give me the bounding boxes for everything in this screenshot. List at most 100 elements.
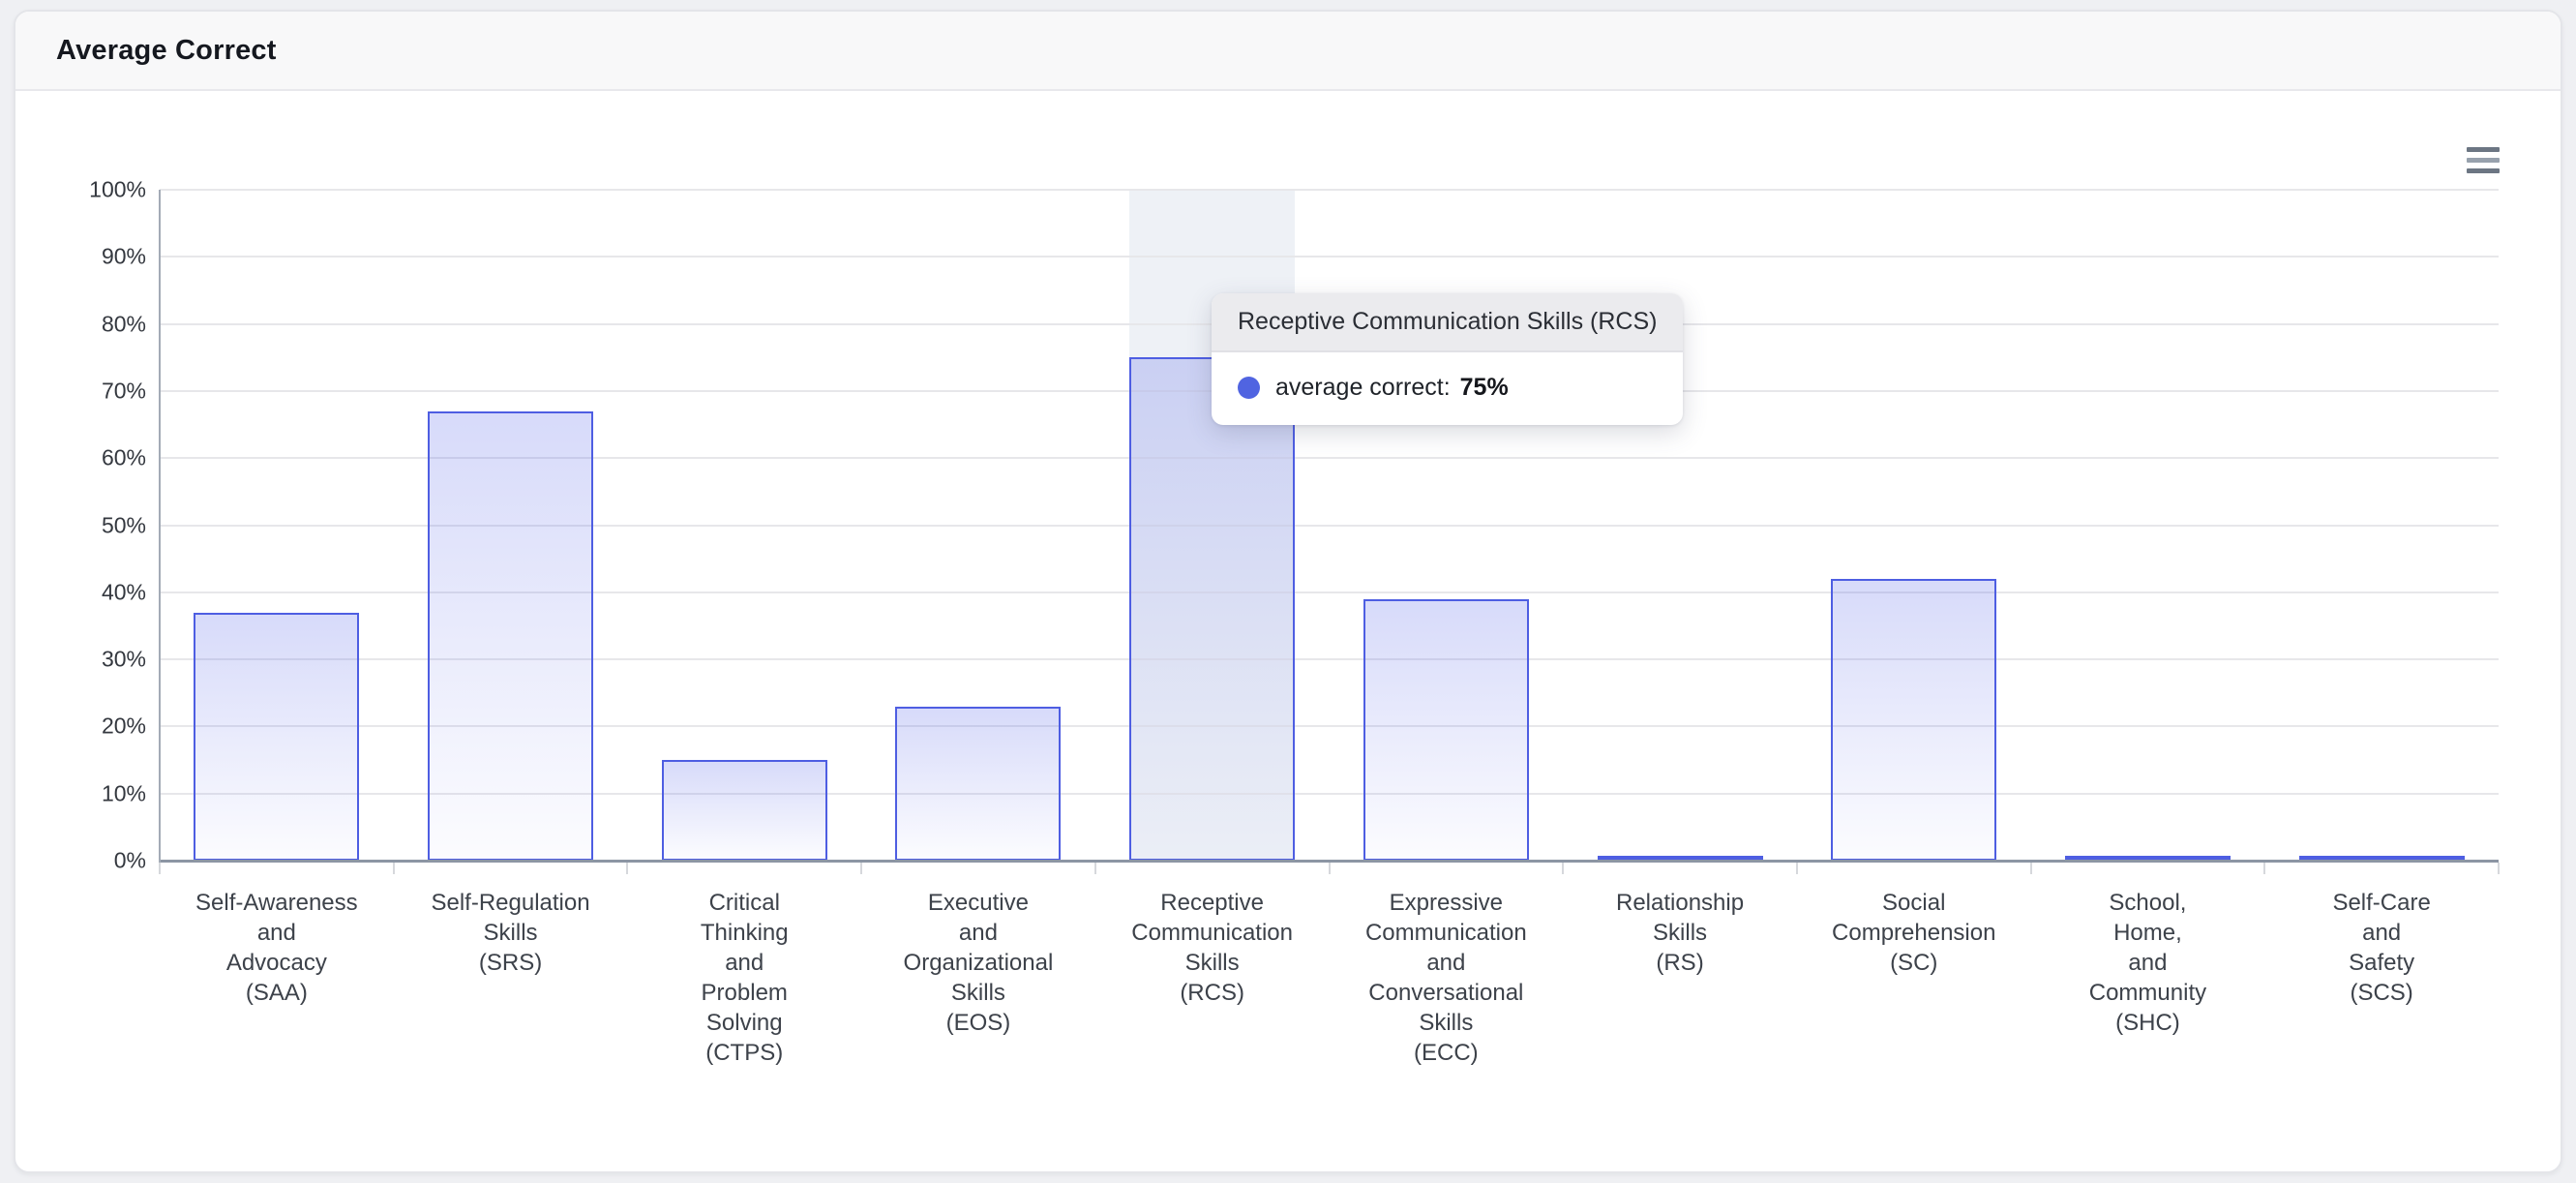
x-axis-label-line: (SHC) xyxy=(2115,1010,2180,1036)
gridline xyxy=(160,591,2499,593)
x-axis-label-line: Communication xyxy=(1131,920,1293,946)
x-axis-label-line: Self-Awareness xyxy=(195,890,358,916)
hamburger-menu-icon[interactable] xyxy=(2467,147,2500,173)
x-axis-label-line: Solving xyxy=(705,1010,783,1036)
bar-shc[interactable] xyxy=(2064,856,2231,861)
x-axis-label-line: Skills xyxy=(1184,950,1240,976)
x-axis-tick xyxy=(860,863,863,874)
x-axis-label-saa: Self-Awareness and Advocacy (SAA) xyxy=(160,888,394,1008)
x-axis-label-line: Advocacy xyxy=(225,950,327,976)
x-axis-label-shc: School, Home, and Community (SHC) xyxy=(2031,888,2265,1038)
bar-saa[interactable] xyxy=(194,612,360,861)
gridline xyxy=(160,457,2499,460)
x-axis-label-line: and xyxy=(2128,950,2168,976)
x-axis-label-line: Skills xyxy=(1653,920,1708,946)
y-axis-label: 50% xyxy=(101,512,146,537)
tooltip-title: Receptive Communication Skills (RCS) xyxy=(1212,293,1684,352)
x-axis-label-line: Organizational xyxy=(903,950,1054,976)
x-axis-label-line: (EOS) xyxy=(945,1010,1011,1036)
x-axis-tick xyxy=(2263,863,2266,874)
card-header: Average Correct xyxy=(15,12,2561,91)
x-axis-label-line: Conversational xyxy=(1368,980,1524,1006)
y-axis-label: 100% xyxy=(89,176,146,202)
x-axis-label-line: Problem xyxy=(701,980,788,1006)
gridline xyxy=(160,256,2499,258)
bar-rs[interactable] xyxy=(1597,856,1763,861)
bar-srs[interactable] xyxy=(428,410,594,861)
x-axis-label-scs: Self-Care and Safety (SCS) xyxy=(2264,888,2499,1008)
x-axis-label-line: Relationship xyxy=(1615,890,1745,916)
tooltip-series-label: average correct: xyxy=(1275,374,1451,401)
y-axis-label: 70% xyxy=(101,378,146,404)
x-axis-tick xyxy=(1562,863,1565,874)
x-axis-label-line: Skills xyxy=(483,920,538,946)
x-axis-label-line: Self-Care xyxy=(2332,890,2431,916)
gridline xyxy=(160,524,2499,527)
x-axis-label-line: Expressive xyxy=(1389,890,1504,916)
series-dot-icon xyxy=(1238,377,1260,399)
x-axis-label-line: Safety xyxy=(2349,950,2415,976)
x-axis-label-line: Thinking xyxy=(700,920,789,946)
x-axis-label-sc: Social Comprehension (SC) xyxy=(1797,888,2031,978)
x-axis-label-line: (SRS) xyxy=(478,950,543,976)
x-axis-label-line: Critical xyxy=(708,890,780,916)
x-axis-label-ecc: Expressive Communication and Conversational… xyxy=(1330,888,1564,1068)
x-axis-label-line: (CTPS) xyxy=(705,1040,784,1066)
y-axis-label: 80% xyxy=(101,311,146,337)
page-title: Average Correct xyxy=(56,34,277,66)
y-axis-label: 60% xyxy=(101,444,146,470)
bar-ecc[interactable] xyxy=(1363,598,1529,861)
x-axis-label-line: Home, xyxy=(2113,920,2182,946)
bar-ctps[interactable] xyxy=(661,760,827,861)
bar-sc[interactable] xyxy=(1831,578,1997,861)
tooltip-body: average correct: 75% xyxy=(1212,352,1683,425)
x-axis-label-line: School, xyxy=(2109,890,2187,916)
y-axis-label: 40% xyxy=(101,579,146,605)
gridline xyxy=(160,658,2499,661)
bar-rcs[interactable] xyxy=(1129,357,1296,861)
x-axis-label-line: Executive xyxy=(927,890,1029,916)
x-axis-label-line: and xyxy=(256,920,296,946)
bar-eos[interactable] xyxy=(895,706,1062,861)
chart-tooltip: Receptive Communication Skills (RCS) ave… xyxy=(1212,293,1684,425)
x-axis-label-line: (ECC) xyxy=(1414,1040,1479,1066)
x-axis-label-line: Skills xyxy=(950,980,1005,1006)
x-axis-label-line: and xyxy=(958,920,998,946)
x-axis-label-line: (SAA) xyxy=(245,980,308,1006)
y-axis-label: 30% xyxy=(101,646,146,672)
y-axis-label: 0% xyxy=(113,847,146,873)
hamburger-line xyxy=(2467,147,2500,152)
x-axis-tick xyxy=(626,863,629,874)
gridline xyxy=(160,792,2499,795)
x-axis-label-line: Skills xyxy=(1419,1010,1474,1036)
x-axis-tick xyxy=(1093,863,1096,874)
x-axis-tick xyxy=(1795,863,1798,874)
x-axis-label-line: Communication xyxy=(1364,920,1527,946)
y-axis-line xyxy=(159,190,161,873)
tooltip-value: 75% xyxy=(1459,374,1509,401)
x-axis-label-line: and xyxy=(1426,950,1466,976)
x-axis-tick xyxy=(1328,863,1331,874)
y-axis-label: 90% xyxy=(101,243,146,269)
x-axis-label-line: Comprehension xyxy=(1832,920,1996,946)
gridline xyxy=(160,189,2499,191)
x-axis-tick xyxy=(2029,863,2032,874)
y-axis-label: 10% xyxy=(101,780,146,806)
x-axis-tick xyxy=(159,863,161,874)
x-axis-label-srs: Self-Regulation Skills (SRS) xyxy=(394,888,628,978)
x-axis-label-line: Self-Regulation xyxy=(431,890,590,916)
x-axis-label-line: (RCS) xyxy=(1180,980,1244,1006)
x-axis-label-line: Receptive xyxy=(1160,890,1264,916)
x-axis-label-line: Social xyxy=(1882,890,1946,916)
x-axis-label-line: and xyxy=(2362,920,2402,946)
x-axis-tick xyxy=(392,863,395,874)
x-axis-label-rs: Relationship Skills (RS) xyxy=(1563,888,1797,978)
bar-scs[interactable] xyxy=(2298,856,2465,861)
x-axis-label-line: Community xyxy=(2088,980,2207,1006)
x-axis-label-line: (SCS) xyxy=(2350,980,2413,1006)
x-axis-tick xyxy=(2498,863,2500,874)
x-axis-label-line: and xyxy=(725,950,764,976)
x-axis-line xyxy=(160,860,2499,863)
